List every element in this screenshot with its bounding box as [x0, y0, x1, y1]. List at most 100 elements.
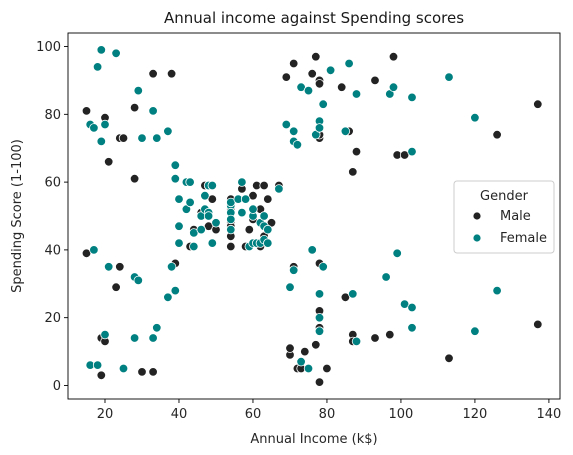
point-female-46 — [207, 180, 218, 191]
point-male-2 — [96, 370, 107, 381]
point-male-52 — [289, 58, 299, 69]
point-male-75 — [348, 167, 358, 177]
point-male-1 — [81, 106, 92, 116]
point-male-63 — [314, 79, 325, 89]
point-female-28 — [174, 194, 184, 204]
point-male-69 — [322, 363, 332, 374]
point-female-26 — [170, 173, 181, 184]
x-axis-label: Annual Income (k$) — [250, 432, 377, 447]
x-tick-label-3: 80 — [319, 407, 336, 422]
point-female-60 — [248, 204, 258, 214]
point-female-5 — [92, 62, 103, 72]
point-female-106 — [470, 326, 480, 336]
x-tick-label-6: 140 — [536, 407, 561, 422]
point-female-35 — [185, 177, 195, 187]
point-female-4 — [92, 360, 103, 370]
point-female-2 — [89, 245, 99, 255]
point-male-36 — [244, 224, 255, 235]
y-tick-label-3: 60 — [44, 176, 61, 191]
point-female-94 — [351, 89, 362, 99]
point-male-8 — [115, 262, 125, 272]
point-female-18 — [148, 333, 158, 343]
point-female-37 — [189, 241, 199, 252]
point-female-17 — [137, 133, 147, 143]
legend-label-male: Male — [500, 209, 531, 224]
point-male-11 — [129, 102, 140, 113]
point-male-70 — [337, 82, 347, 92]
point-female-103 — [407, 146, 417, 157]
point-female-70 — [281, 119, 292, 130]
point-female-31 — [174, 238, 184, 248]
point-male-77 — [370, 333, 380, 343]
plot-frame — [67, 32, 561, 400]
point-female-83 — [314, 313, 325, 323]
point-female-87 — [318, 262, 328, 272]
point-female-45 — [207, 238, 218, 248]
legend: Gender Male Female — [453, 180, 555, 254]
point-female-71 — [285, 282, 295, 292]
point-male-12 — [129, 173, 140, 184]
point-male-28 — [226, 241, 236, 252]
point-male-85 — [533, 319, 543, 330]
point-female-7 — [96, 45, 107, 55]
point-female-21 — [152, 133, 162, 143]
point-female-73 — [289, 126, 299, 137]
point-male-56 — [300, 346, 310, 357]
x-tick-label-2: 60 — [245, 407, 262, 422]
point-male-14 — [148, 367, 158, 377]
point-male-59 — [311, 340, 321, 350]
point-male-43 — [259, 180, 269, 191]
point-female-9 — [100, 119, 110, 130]
point-female-78 — [303, 363, 314, 374]
point-male-83 — [444, 353, 454, 364]
point-female-93 — [351, 336, 362, 347]
point-female-90 — [340, 126, 351, 137]
point-female-24 — [166, 262, 177, 272]
point-female-15 — [133, 275, 144, 286]
point-female-34 — [185, 197, 195, 208]
point-female-67 — [263, 224, 273, 235]
point-female-50 — [226, 224, 236, 235]
point-female-98 — [392, 248, 402, 259]
point-female-105 — [470, 112, 480, 123]
y-axis-label: Spending Score (1-100) — [10, 139, 25, 293]
point-female-10 — [103, 262, 114, 272]
point-female-54 — [237, 177, 247, 187]
point-female-27 — [170, 160, 181, 170]
legend-title: Gender — [480, 189, 529, 204]
point-female-23 — [163, 126, 173, 137]
x-axis: 20 40 60 80 100 120 140 — [97, 399, 561, 422]
point-female-97 — [388, 82, 399, 92]
point-male-13 — [137, 367, 147, 377]
point-female-11 — [111, 48, 121, 59]
point-male-76 — [351, 146, 362, 157]
point-female-79 — [303, 85, 314, 96]
chart-title: Annual income against Spending scores — [164, 9, 464, 27]
legend-label-female: Female — [500, 231, 547, 246]
point-female-29 — [174, 221, 184, 231]
point-female-3 — [89, 123, 99, 133]
point-male-57 — [307, 68, 317, 79]
point-male-16 — [166, 68, 177, 79]
point-male-10 — [118, 133, 129, 143]
point-male-50 — [285, 343, 295, 353]
point-male-84 — [492, 129, 502, 140]
point-female-85 — [314, 326, 325, 336]
y-tick-label-4: 80 — [44, 108, 61, 123]
x-tick-label-1: 40 — [171, 407, 188, 422]
point-female-80 — [307, 245, 317, 255]
point-female-95 — [381, 272, 391, 282]
point-female-47 — [211, 218, 221, 228]
point-male-86 — [533, 99, 543, 109]
point-female-89 — [325, 65, 336, 76]
point-male-78 — [370, 75, 380, 86]
point-male-7 — [111, 282, 121, 292]
x-tick-label-4: 100 — [389, 407, 414, 422]
point-female-76 — [296, 357, 306, 367]
point-male-79 — [385, 329, 395, 340]
points-layer — [81, 45, 543, 387]
y-axis: 0 20 40 60 80 100 — [36, 40, 68, 394]
point-male-6 — [103, 157, 114, 167]
point-female-64 — [259, 211, 269, 221]
point-female-8 — [100, 329, 110, 340]
